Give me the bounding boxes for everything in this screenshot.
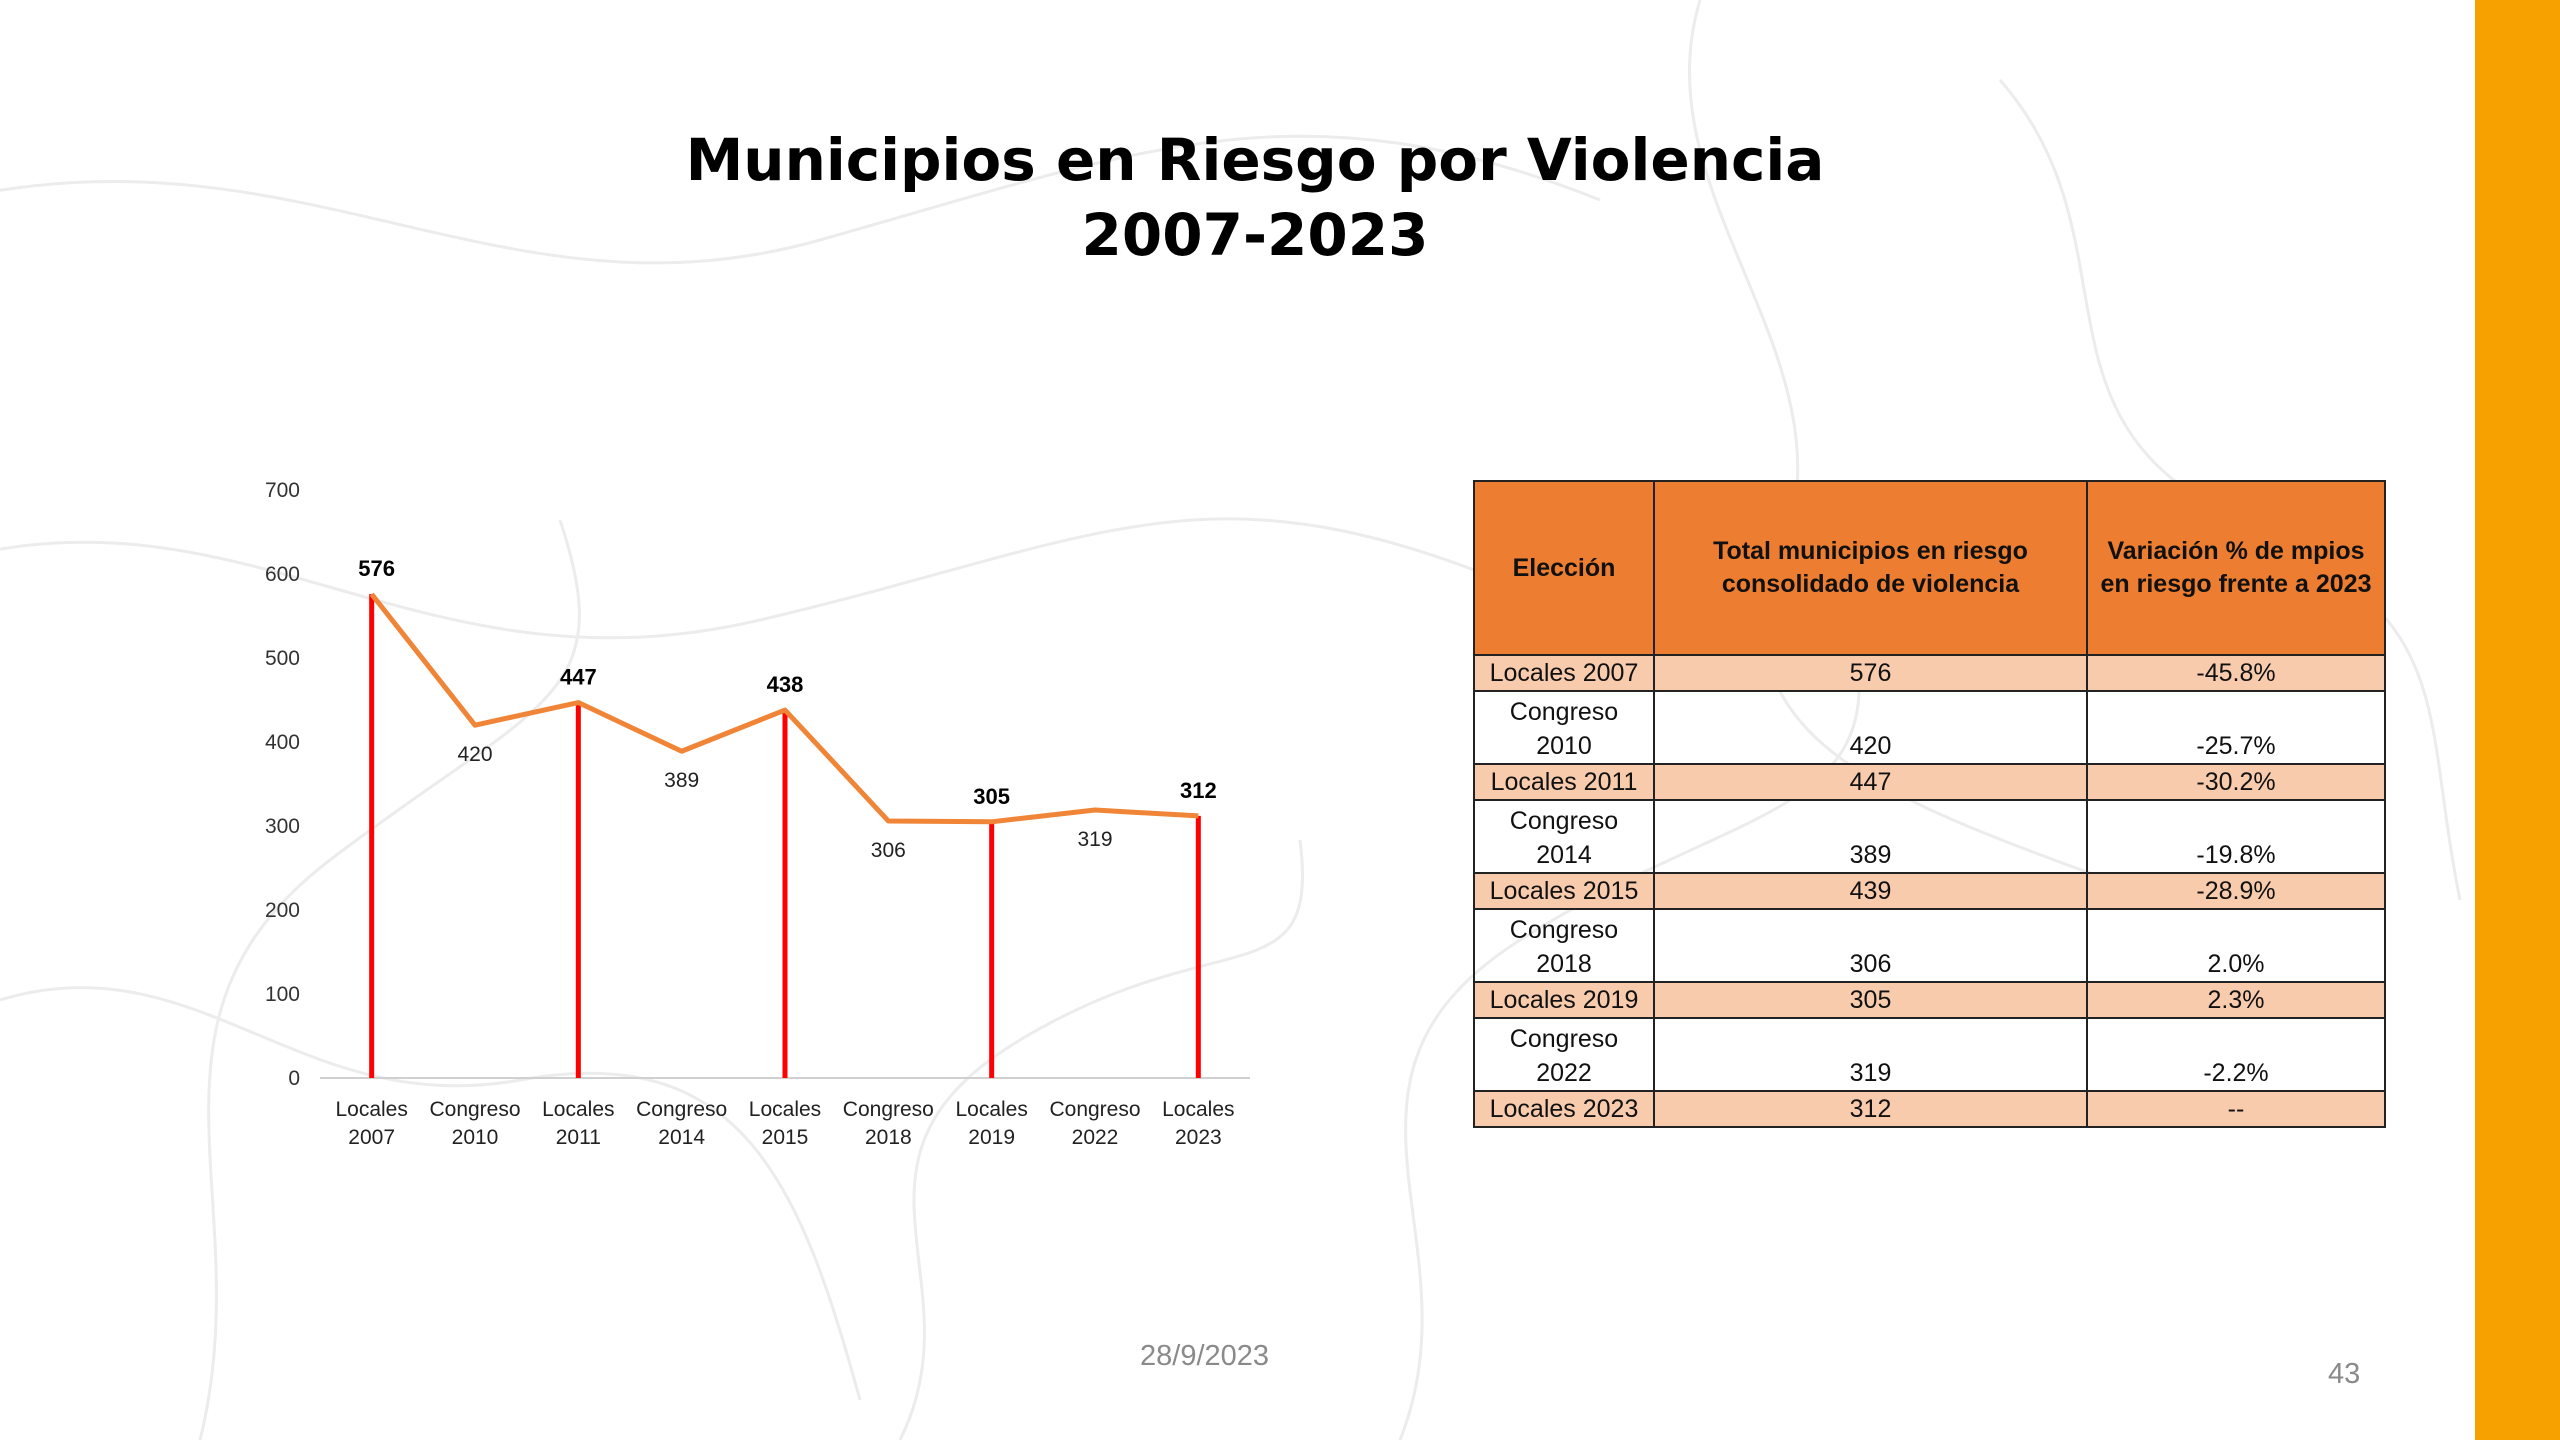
table-row: Congreso 2018 306 2.0% — [1473, 908, 2386, 983]
data-label: 389 — [664, 769, 699, 792]
cell-eleccion: Congreso 2018 — [1473, 908, 1655, 983]
cell-eleccion: Congreso 2010 — [1473, 690, 1655, 765]
cell-variacion: -28.9% — [2086, 871, 2386, 911]
cell-total: 312 — [1653, 1089, 2088, 1129]
cell-total: 305 — [1653, 980, 2088, 1020]
x-tick-label: Congreso 2018 — [843, 1098, 934, 1149]
cell-eleccion: Congreso 2022 — [1473, 1017, 1655, 1092]
x-tick-label: Locales 2019 — [955, 1098, 1027, 1149]
data-labels: 576 420 447 389 438 306 305 319 312 — [358, 556, 1216, 862]
y-axis-ticks: 0 100 200 300 400 500 600 700 — [265, 479, 300, 1090]
line-chart: 0 100 200 300 400 500 600 700 576 420 447 389 438 30… — [265, 479, 1250, 1149]
y-tick-label: 400 — [265, 731, 300, 754]
y-tick-label: 200 — [265, 899, 300, 922]
cell-variacion: 2.3% — [2086, 980, 2386, 1020]
header-eleccion: Elección — [1473, 480, 1655, 656]
y-tick-label: 700 — [265, 479, 300, 502]
y-tick-label: 500 — [265, 647, 300, 670]
y-tick-label: 300 — [265, 815, 300, 838]
cell-variacion: -25.7% — [2086, 690, 2386, 765]
data-label: 305 — [973, 784, 1010, 809]
table-header-row: Elección Total municipios en riesgo cons… — [1473, 480, 2386, 656]
page-number: 43 — [2328, 1358, 2361, 1390]
cell-variacion: -45.8% — [2086, 653, 2386, 693]
cell-variacion: -30.2% — [2086, 762, 2386, 802]
cell-eleccion: Locales 2011 — [1473, 762, 1655, 802]
table-row: Congreso 2022 319 -2.2% — [1473, 1017, 2386, 1092]
slide-title-years: 2007-2023 — [1081, 201, 1429, 269]
cell-variacion: 2.0% — [2086, 908, 2386, 983]
table-row: Congreso 2010 420 -25.7% — [1473, 690, 2386, 765]
header-variacion: Variación % de mpios en riesgo frente a … — [2086, 480, 2386, 656]
x-axis-labels: Locales 2007 Congreso 2010 Locales 2011 Congre… — [335, 1098, 1234, 1149]
slide-title: Municipios en Riesgo por Violencia — [685, 126, 1825, 194]
table-row: Locales 2019 305 2.3% — [1473, 980, 2386, 1020]
data-label: 319 — [1077, 828, 1112, 851]
table-row: Locales 2015 439 -28.9% — [1473, 871, 2386, 911]
side-accent-band — [2475, 0, 2560, 1440]
series-line — [369, 592, 1199, 825]
data-label: 306 — [871, 839, 906, 862]
cell-eleccion: Congreso 2014 — [1473, 799, 1655, 874]
cell-total: 447 — [1653, 762, 2088, 802]
cell-total: 306 — [1653, 908, 2088, 983]
x-tick-label: Locales 2015 — [749, 1098, 821, 1149]
x-tick-label: Locales 2011 — [542, 1098, 614, 1149]
cell-total: 439 — [1653, 871, 2088, 911]
data-label: 420 — [457, 743, 492, 766]
table-row: Locales 2023 312 -- — [1473, 1089, 2386, 1129]
cell-total: 319 — [1653, 1017, 2088, 1092]
cell-eleccion: Locales 2019 — [1473, 980, 1655, 1020]
x-tick-label: Congreso 2010 — [429, 1098, 520, 1149]
cell-variacion: -19.8% — [2086, 799, 2386, 874]
cell-eleccion: Locales 2007 — [1473, 653, 1655, 693]
drop-lines — [369, 594, 1201, 1078]
y-tick-label: 100 — [265, 983, 300, 1006]
cell-variacion: -- — [2086, 1089, 2386, 1129]
data-label: 312 — [1180, 778, 1217, 803]
x-tick-label: Congreso 2014 — [636, 1098, 727, 1149]
cell-variacion: -2.2% — [2086, 1017, 2386, 1092]
y-tick-label: 600 — [265, 563, 300, 586]
x-tick-label: Locales 2007 — [335, 1098, 407, 1149]
header-total: Total municipios en riesgo consolidado d… — [1653, 480, 2088, 656]
cell-eleccion: Locales 2015 — [1473, 871, 1655, 911]
cell-total: 389 — [1653, 799, 2088, 874]
data-label: 438 — [767, 672, 804, 697]
cell-total: 576 — [1653, 653, 2088, 693]
data-label: 447 — [560, 665, 597, 690]
table-row: Locales 2011 447 -30.2% — [1473, 762, 2386, 802]
data-table: Elección Total municipios en riesgo cons… — [1473, 480, 2386, 1129]
y-tick-label: 0 — [288, 1067, 300, 1090]
data-label: 576 — [358, 556, 395, 581]
cell-eleccion: Locales 2023 — [1473, 1089, 1655, 1129]
x-tick-label: Congreso 2022 — [1049, 1098, 1140, 1149]
x-tick-label: Locales 2023 — [1162, 1098, 1234, 1149]
footer-date: 28/9/2023 — [1140, 1340, 1270, 1372]
cell-total: 420 — [1653, 690, 2088, 765]
table-row: Congreso 2014 389 -19.8% — [1473, 799, 2386, 874]
table-row: Locales 2007 576 -45.8% — [1473, 653, 2386, 693]
